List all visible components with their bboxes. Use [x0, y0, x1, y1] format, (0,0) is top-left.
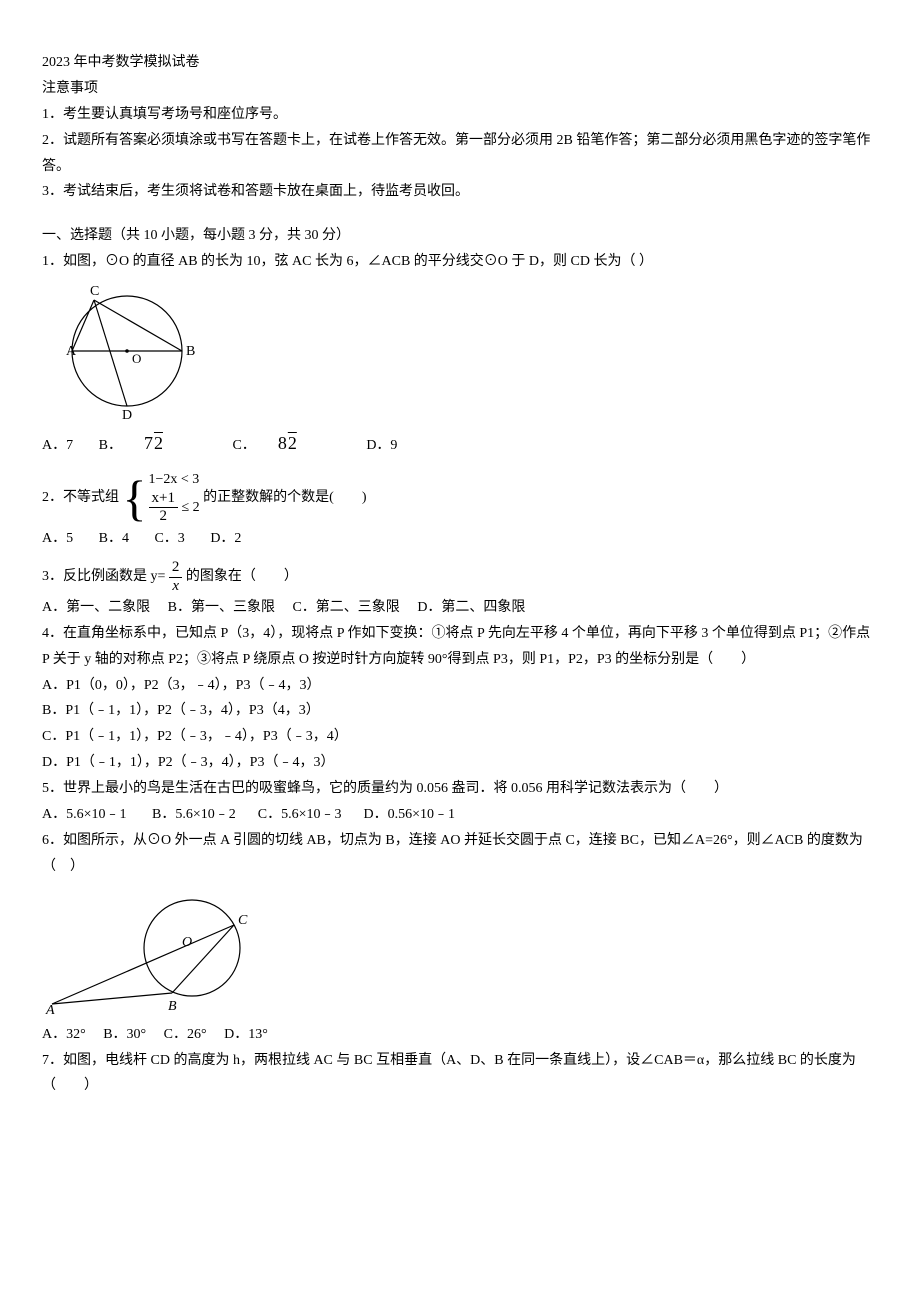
q6-stem: 6．如图所示，从⊙O 外一点 A 引圆的切线 AB，切点为 B，连接 AO 并延… — [42, 828, 878, 880]
q1-opt-c: C．82 — [232, 438, 340, 453]
q1-opt-d: D．9 — [366, 438, 397, 453]
q3-opt-c: C．第二、三象限 — [292, 600, 399, 615]
q6-label-B: B — [168, 999, 177, 1014]
notice-label: 注意事项 — [42, 76, 878, 102]
q6-label-C: C — [238, 913, 248, 928]
q1-stem: 1．如图，⊙O 的直径 AB 的长为 10，弦 AC 长为 6，∠ACB 的平分… — [42, 249, 878, 275]
notice-3: 3．考试结束后，考生须将试卷和答题卡放在桌面上，待监考员收回。 — [42, 179, 878, 205]
brace-icon: { — [123, 473, 147, 523]
q3-options: A．第一、二象限 B．第一、三象限 C．第二、三象限 D．第二、四象限 — [42, 595, 878, 621]
q1-label-C: C — [90, 284, 99, 299]
q3-opt-b: B．第一、三象限 — [168, 600, 275, 615]
q4-opt-c: C．P1（﹣1，1），P2（﹣3，﹣4），P3（﹣3，4） — [42, 724, 878, 750]
q4-opt-b: B．P1（﹣1，1），P2（﹣3，4），P3（4，3） — [42, 698, 878, 724]
q6-opt-b: B．30° — [103, 1027, 146, 1042]
q5-opt-a: A．5.6×10﹣1 — [42, 807, 127, 822]
q6-figure: A B C O — [42, 886, 878, 1016]
q1-label-B: B — [186, 344, 195, 359]
q6-opt-c: C．26° — [164, 1027, 207, 1042]
notice-2: 2．试题所有答案必须填涂或书写在答题卡上，在试卷上作答无效。第一部分必须用 2B… — [42, 128, 878, 180]
q7-stem: 7．如图，电线杆 CD 的高度为 h，两根拉线 AC 与 BC 互相垂直（A、D… — [42, 1048, 878, 1100]
q6-options: A．32° B．30° C．26° D．13° — [42, 1022, 878, 1048]
q4-opt-a: A．P1（0，0），P2（3，﹣4），P3（﹣4，3） — [42, 673, 878, 699]
q1-label-D: D — [122, 408, 132, 421]
q4-opt-d: D．P1（﹣1，1），P2（﹣3，4），P3（﹣4，3） — [42, 750, 878, 776]
q6-label-A: A — [45, 1003, 55, 1016]
section1-title: 一、选择题（共 10 小题，每小题 3 分，共 30 分） — [42, 223, 878, 249]
q3-opt-a: A．第一、二象限 — [42, 600, 150, 615]
q2-options: A．5 B．4 C．3 D．2 — [42, 526, 878, 552]
q5-opt-d: D．0.56×10﹣1 — [363, 807, 455, 822]
q1-figure: A B C D O — [42, 281, 878, 421]
q1-label-A: A — [66, 344, 77, 359]
q1-label-O: O — [132, 351, 141, 366]
q2-opt-b: B．4 — [99, 531, 129, 546]
q1-opt-a: A．7 — [42, 438, 73, 453]
q2-opt-a: A．5 — [42, 531, 73, 546]
q2-opt-c: C．3 — [154, 531, 184, 546]
q5-stem: 5．世界上最小的鸟是生活在古巴的吸蜜蜂鸟，它的质量约为 0.056 盎司．将 0… — [42, 776, 878, 802]
q5-opt-c: C．5.6×10﹣3 — [258, 807, 342, 822]
q1-options: A．7 B．72 C．82 D．9 — [42, 427, 878, 460]
q3-opt-d: D．第二、四象限 — [417, 600, 525, 615]
q5-options: A．5.6×10﹣1 B．5.6×10﹣2 C．5.6×10﹣3 D．0.56×10… — [42, 802, 878, 828]
q6-label-O: O — [182, 935, 192, 950]
q6-opt-a: A．32° — [42, 1027, 86, 1042]
q5-opt-b: B．5.6×10﹣2 — [152, 807, 236, 822]
q4-stem: 4．在直角坐标系中，已知点 P（3，4），现将点 P 作如下变换：①将点 P 先… — [42, 621, 878, 673]
q1-opt-b: B．72 — [99, 438, 207, 453]
exam-title: 2023 年中考数学模拟试卷 — [42, 50, 878, 76]
q2-opt-d: D．2 — [210, 531, 241, 546]
q2-stem: 2．不等式组 { 1−2x < 3 x+12 ≤ 2 的正整数解的个数是( ) — [42, 470, 878, 525]
notice-1: 1．考生要认真填写考场号和座位序号。 — [42, 102, 878, 128]
q6-opt-d: D．13° — [224, 1027, 268, 1042]
q3-stem: 3．反比例函数是 y= 2x 的图象在（ ） — [42, 559, 878, 595]
